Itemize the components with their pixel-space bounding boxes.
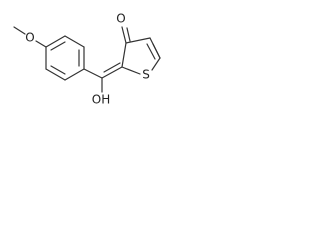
bond (35, 40, 47, 48)
bond (121, 66, 141, 75)
atom-label: OH (92, 93, 110, 107)
bond (64, 68, 85, 81)
bond (146, 43, 156, 60)
bond (121, 26, 127, 44)
bond (50, 65, 66, 75)
structure-diagram: O O S OH (13, 12, 161, 107)
bond (83, 68, 103, 79)
bond (101, 66, 123, 79)
atom-label: S (142, 68, 150, 82)
atom-label: O (116, 12, 125, 26)
page: O O S OH (() => { const data = JSON.pars… (13, 11, 161, 107)
bond (45, 68, 66, 81)
bond (64, 35, 85, 48)
atom-label: O (25, 31, 34, 45)
bond (152, 43, 161, 59)
bond (151, 57, 161, 71)
bond (50, 41, 66, 51)
bonds (13, 26, 161, 93)
bond (126, 27, 131, 42)
bond (103, 62, 121, 73)
bond (13, 26, 26, 35)
bond (121, 42, 127, 68)
bond (125, 37, 151, 44)
bond (45, 35, 66, 48)
